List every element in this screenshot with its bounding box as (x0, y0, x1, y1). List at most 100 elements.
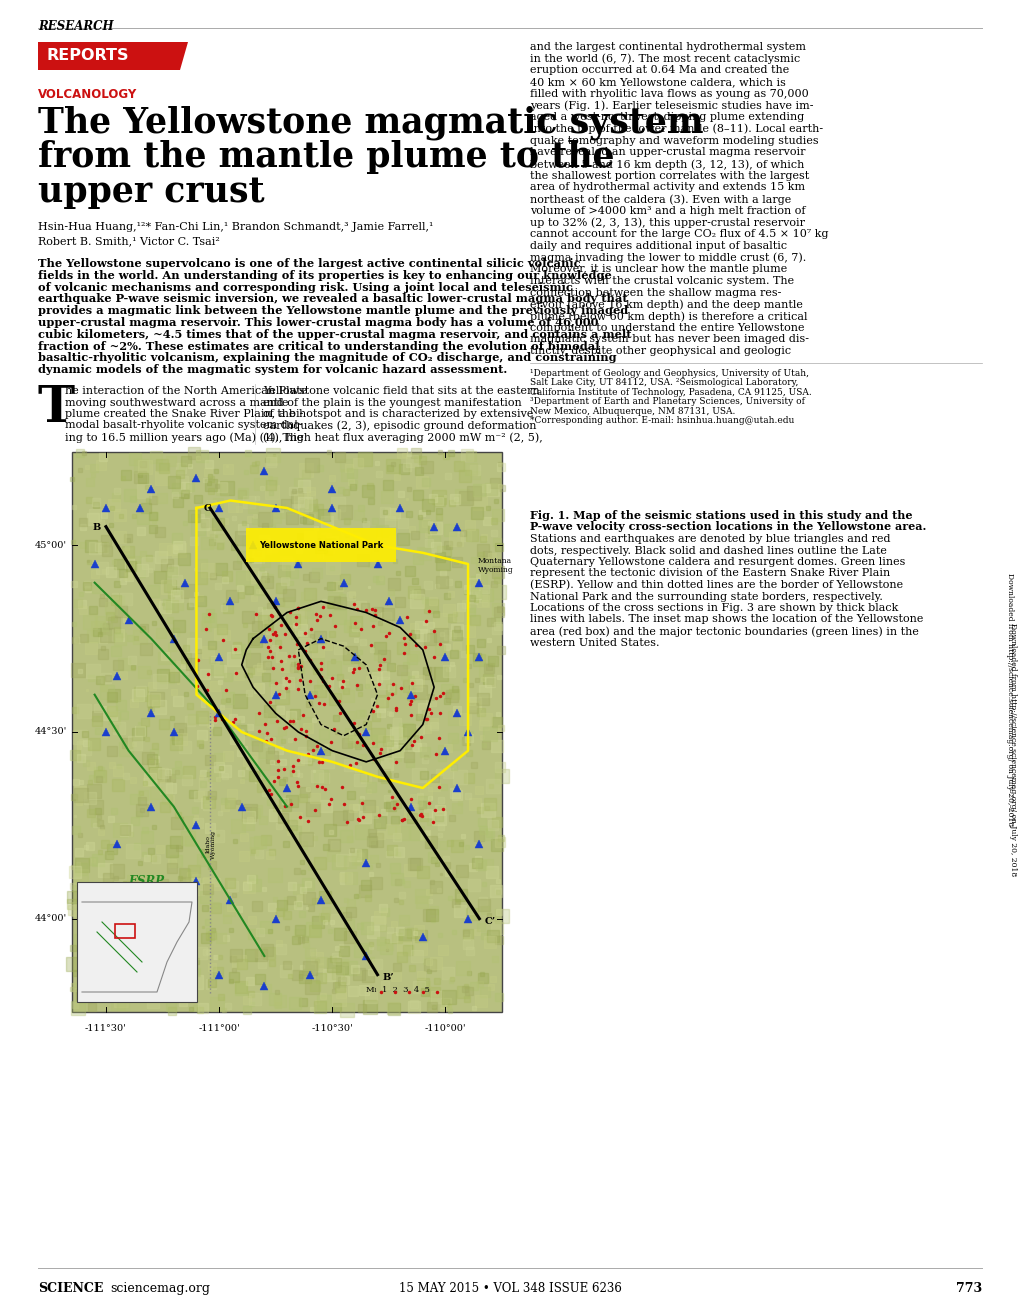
Text: B’: B’ (382, 972, 393, 981)
Text: area (red box) and the major tectonic boundaries (green lines) in the: area (red box) and the major tectonic bo… (530, 626, 918, 636)
Text: component to understand the entire Yellowstone: component to understand the entire Yello… (530, 323, 804, 332)
Text: dots, respectively. Black solid and dashed lines outline the Late: dots, respectively. Black solid and dash… (530, 545, 886, 556)
Text: REPORTS: REPORTS (47, 48, 129, 62)
Text: years (Fig. 1). Earlier teleseismic studies have im-: years (Fig. 1). Earlier teleseismic stud… (530, 100, 813, 112)
Text: 773: 773 (955, 1282, 981, 1295)
Text: Robert B. Smith,¹ Victor C. Tsai²: Robert B. Smith,¹ Victor C. Tsai² (38, 236, 220, 247)
Polygon shape (38, 42, 187, 70)
Text: earthquakes (2, 3), episodic ground deformation: earthquakes (2, 3), episodic ground defo… (263, 421, 536, 431)
Text: New Mexico, Albuquerque, NM 87131, USA.: New Mexico, Albuquerque, NM 87131, USA. (530, 406, 735, 415)
Text: ESRP: ESRP (128, 875, 164, 888)
Text: 44°30': 44°30' (35, 727, 67, 736)
Text: Locations of the cross sections in Fig. 3 are shown by thick black: Locations of the cross sections in Fig. … (530, 604, 898, 613)
Text: P-wave velocity cross-section locations in the Yellowstone area.: P-wave velocity cross-section locations … (530, 522, 925, 532)
Text: -110°00': -110°00' (424, 1024, 466, 1033)
Text: fraction of ~2%. These estimates are critical to understanding the evolution of : fraction of ~2%. These estimates are cri… (38, 340, 599, 352)
Text: have revealed an upper-crustal magma reservoir: have revealed an upper-crustal magma res… (530, 147, 805, 157)
Text: the shallowest portion correlates with the largest: the shallowest portion correlates with t… (530, 171, 808, 180)
Text: provides a magmatic link between the Yellowstone mantle plume and the previously: provides a magmatic link between the Yel… (38, 305, 628, 317)
Text: California Institute of Technology, Pasadena, CA 91125, USA.: California Institute of Technology, Pasa… (530, 388, 811, 397)
Text: eruption occurred at 0.64 Ma and created the: eruption occurred at 0.64 Ma and created… (530, 65, 789, 75)
Text: Downloaded from http://science.sciencemag.org/ on July 20, 2018: Downloaded from http://science.sciencema… (1008, 623, 1016, 876)
Text: C: C (203, 504, 211, 513)
Text: in the world (6, 7). The most recent cataclysmic: in the world (6, 7). The most recent cat… (530, 53, 800, 65)
Text: Salt Lake City, UT 84112, USA. ²Seismological Laboratory,: Salt Lake City, UT 84112, USA. ²Seismolo… (530, 379, 798, 387)
Text: aged a west-northwest–dipping plume extending: aged a west-northwest–dipping plume exte… (530, 112, 803, 122)
Text: National Park and the surrounding state borders, respectively.: National Park and the surrounding state … (530, 592, 882, 601)
Text: Mₗ  1  2  3  4  5: Mₗ 1 2 3 4 5 (366, 986, 430, 994)
Text: Moreover, it is unclear how the mantle plume: Moreover, it is unclear how the mantle p… (530, 265, 787, 274)
Text: Yellowstone National Park: Yellowstone National Park (259, 541, 383, 550)
Text: into the top of the lower mantle (8–11). Local earth-: into the top of the lower mantle (8–11).… (530, 123, 822, 135)
Text: (ESRP). Yellow and thin dotted lines are the border of Yellowstone: (ESRP). Yellow and thin dotted lines are… (530, 580, 902, 591)
Text: Idaho
Wyoming: Idaho Wyoming (206, 829, 216, 858)
Text: represent the tectonic division of the Eastern Snake River Plain: represent the tectonic division of the E… (530, 569, 890, 579)
Text: *Corresponding author. E-mail: hsinhua.huang@utah.edu: *Corresponding author. E-mail: hsinhua.h… (530, 417, 794, 426)
Text: 45°00': 45°00' (35, 541, 67, 550)
Text: Hsin-Hua Huang,¹²* Fan-Chi Lin,¹ Brandon Schmandt,³ Jamie Farrell,¹: Hsin-Hua Huang,¹²* Fan-Chi Lin,¹ Brandon… (38, 222, 433, 232)
Text: and the largest continental hydrothermal system: and the largest continental hydrothermal… (530, 42, 805, 52)
Text: fields in the world. An understanding of its properties is key to enhancing our : fields in the world. An understanding of… (38, 270, 611, 280)
Text: dynamic models of the magmatic system for volcanic hazard assessment.: dynamic models of the magmatic system fo… (38, 365, 506, 375)
Text: quake tomography and waveform modeling studies: quake tomography and waveform modeling s… (530, 135, 818, 145)
Text: -111°30': -111°30' (85, 1024, 126, 1033)
Text: Yellowstone volcanic field that sits at the eastern: Yellowstone volcanic field that sits at … (263, 386, 539, 396)
Text: cubic kilometers, ~4.5 times that of the upper-crustal magma reservoir, and cont: cubic kilometers, ~4.5 times that of the… (38, 328, 631, 340)
Text: tinctly, despite other geophysical and geologic: tinctly, despite other geophysical and g… (530, 347, 791, 356)
Text: Fig. 1. Map of the seismic stations used in this study and the: Fig. 1. Map of the seismic stations used… (530, 510, 912, 520)
Text: ³Department of Earth and Planetary Sciences, University of: ³Department of Earth and Planetary Scien… (530, 397, 804, 406)
Text: (4), high heat flux averaging 2000 mW m⁻² (2, 5),: (4), high heat flux averaging 2000 mW m⁻… (263, 432, 542, 443)
Text: filled with rhyolitic lava flows as young as 70,000: filled with rhyolitic lava flows as youn… (530, 88, 808, 99)
Text: -110°30': -110°30' (311, 1024, 353, 1033)
Text: magmatic system but has never been imaged dis-: magmatic system but has never been image… (530, 335, 808, 344)
Text: of the hotspot and is characterized by extensive: of the hotspot and is characterized by e… (263, 409, 533, 419)
Bar (115, 924, 135, 938)
Text: Montana
Wyoming: Montana Wyoming (477, 557, 513, 574)
Text: between 5 and 16 km depth (3, 12, 13), of which: between 5 and 16 km depth (3, 12, 13), o… (530, 158, 804, 170)
Text: VOLCANOLOGY: VOLCANOLOGY (38, 88, 138, 101)
Text: -111°00': -111°00' (198, 1024, 239, 1033)
Text: sciencemag.org: sciencemag.org (110, 1282, 210, 1295)
Text: lines with labels. The inset map shows the location of the Yellowstone: lines with labels. The inset map shows t… (530, 614, 922, 624)
Text: northeast of the caldera (3). Even with a large: northeast of the caldera (3). Even with … (530, 195, 791, 205)
Text: The Yellowstone magmatic system: The Yellowstone magmatic system (38, 105, 703, 139)
Text: cannot account for the large CO₂ flux of 4.5 × 10⁷ kg: cannot account for the large CO₂ flux of… (530, 230, 827, 239)
Text: B: B (93, 523, 101, 532)
Text: ¹Department of Geology and Geophysics, University of Utah,: ¹Department of Geology and Geophysics, U… (530, 369, 808, 378)
Text: 44°00': 44°00' (35, 914, 67, 923)
Text: Quaternary Yellowstone caldera and resurgent domes. Green lines: Quaternary Yellowstone caldera and resur… (530, 557, 905, 567)
Text: The Yellowstone supervolcano is one of the largest active continental silicic vo: The Yellowstone supervolcano is one of t… (38, 258, 580, 269)
Text: Downloaded from http://science.sciencemag.org/ on July 20, 2018: Downloaded from http://science.sciencema… (1005, 574, 1013, 827)
Text: C’: C’ (484, 916, 495, 925)
Text: Stations and earthquakes are denoted by blue triangles and red: Stations and earthquakes are denoted by … (530, 533, 890, 544)
Text: he interaction of the North American Plate: he interaction of the North American Pla… (65, 386, 307, 396)
Text: 15 MAY 2015 • VOL 348 ISSUE 6236: 15 MAY 2015 • VOL 348 ISSUE 6236 (398, 1282, 621, 1295)
Text: upper-crustal magma reservoir. This lower-crustal magma body has a volume of 46,: upper-crustal magma reservoir. This lowe… (38, 317, 598, 328)
Text: magma invading the lower to middle crust (6, 7).: magma invading the lower to middle crust… (530, 253, 805, 263)
Text: RESEARCH: RESEARCH (38, 19, 113, 32)
Text: upper crust: upper crust (38, 175, 264, 209)
Text: modal basalt-rhyolite volcanic system dat-: modal basalt-rhyolite volcanic system da… (65, 421, 303, 431)
Text: T: T (38, 384, 75, 434)
Bar (72, 452, 501, 1012)
Text: area of hydrothermal activity and extends 15 km: area of hydrothermal activity and extend… (530, 183, 804, 192)
Text: connection between the shallow magma res-: connection between the shallow magma res… (530, 288, 781, 297)
Text: moving southwestward across a mantle: moving southwestward across a mantle (65, 397, 288, 408)
Text: interacts with the crustal volcanic system. The: interacts with the crustal volcanic syst… (530, 276, 794, 286)
Text: of volcanic mechanisms and corresponding risk. Using a joint local and teleseism: of volcanic mechanisms and corresponding… (38, 282, 573, 292)
Text: plume created the Snake River Plain, a bi-: plume created the Snake River Plain, a b… (65, 409, 303, 419)
Text: from the mantle plume to the: from the mantle plume to the (38, 140, 613, 174)
Bar (76, 883, 197, 1002)
Text: earthquake P-wave seismic inversion, we revealed a basaltic lower-crustal magma : earthquake P-wave seismic inversion, we … (38, 293, 627, 305)
Text: basaltic-rhyolitic volcanism, explaining the magnitude of CO₂ discharge, and con: basaltic-rhyolitic volcanism, explaining… (38, 352, 616, 363)
Text: plume (below 60 km depth) is therefore a critical: plume (below 60 km depth) is therefore a… (530, 312, 807, 322)
Text: SCIENCE: SCIENCE (38, 1282, 103, 1295)
Text: 40 km × 60 km Yellowstone caldera, which is: 40 km × 60 km Yellowstone caldera, which… (530, 77, 785, 87)
Text: volume of >4000 km³ and a high melt fraction of: volume of >4000 km³ and a high melt frac… (530, 206, 805, 215)
Text: ervoir (above 16 km depth) and the deep mantle: ervoir (above 16 km depth) and the deep … (530, 300, 802, 310)
Text: up to 32% (2, 3, 13), this upper-crustal reservoir: up to 32% (2, 3, 13), this upper-crustal… (530, 218, 804, 228)
Text: end of the plain is the youngest manifestation: end of the plain is the youngest manifes… (263, 397, 522, 408)
Text: western United States.: western United States. (530, 637, 659, 648)
Text: daily and requires additional input of basaltic: daily and requires additional input of b… (530, 241, 787, 251)
Text: ing to 16.5 million years ago (Ma) (1). The: ing to 16.5 million years ago (Ma) (1). … (65, 432, 304, 443)
